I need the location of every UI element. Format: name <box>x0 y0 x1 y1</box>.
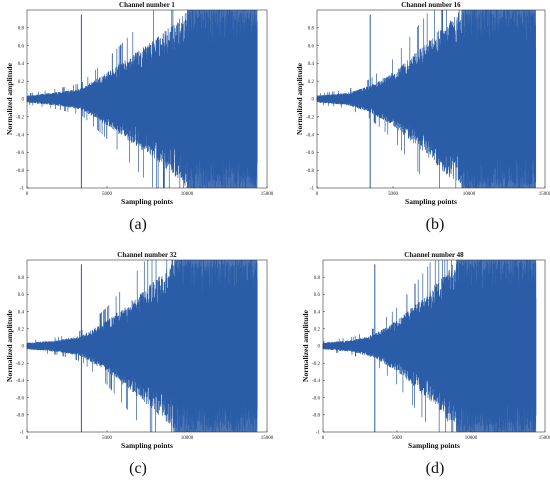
y-tick-label: 0.2 <box>308 80 315 85</box>
y-tick-label: -0.6 <box>312 396 320 401</box>
x-tick-label: 5000 <box>102 192 113 197</box>
caption-b: (b) <box>425 216 445 233</box>
saturation-region <box>461 10 536 188</box>
x-tick-label: 0 <box>316 192 319 197</box>
y-tick-label: -0.2 <box>306 116 314 121</box>
x-axis-label: Sampling points <box>408 441 460 450</box>
y-tick-label: 0.8 <box>18 276 25 281</box>
x-axis-label: Sampling points <box>121 197 173 206</box>
x-axis-label: Sampling points <box>405 197 457 206</box>
y-tick-label: 0.8 <box>308 27 315 32</box>
x-axis-label: Sampling points <box>121 441 173 450</box>
y-tick-label: -0.8 <box>16 414 24 419</box>
x-tick-label: 0 <box>26 436 29 441</box>
y-tick-label: -0.4 <box>306 133 314 138</box>
y-tick-label: -1 <box>20 431 25 436</box>
y-tick-label: 0.4 <box>18 310 25 315</box>
y-tick-label: -0.6 <box>16 151 24 156</box>
y-tick-label: -1 <box>20 187 25 192</box>
chart-title: Channel number 1 <box>119 1 175 9</box>
chart-channel-16: Channel number 16 0 5000 10000 15000 -1 -0.8 -0… <box>295 1 550 206</box>
chart-channel-32: Channel number 32 0 5000 10000 15000 -1 -0.8 -0… <box>5 251 274 450</box>
y-tick-label: -0.4 <box>16 133 24 138</box>
y-tick-label: 0 <box>318 345 321 350</box>
x-tick-label: 10000 <box>463 192 476 197</box>
saturation-region <box>187 10 258 188</box>
y-axis-label: Normalized amplitude <box>295 62 304 135</box>
x-tick-label: 15000 <box>539 192 550 197</box>
x-tick-label: 5000 <box>392 436 403 441</box>
y-tick-label: -1 <box>316 431 321 436</box>
y-tick-label: -0.2 <box>16 116 24 121</box>
y-tick-label: -1 <box>310 187 315 192</box>
y-tick-label: 0.6 <box>18 293 25 298</box>
y-axis-label: Normalized amplitude <box>5 309 14 382</box>
chart-title: Channel number 16 <box>401 1 461 9</box>
y-tick-label: 0.4 <box>308 62 315 67</box>
x-tick-label: 10000 <box>465 436 478 441</box>
chart-title: Channel number 32 <box>117 251 177 259</box>
caption-d: (d) <box>425 460 445 477</box>
x-tick-label: 0 <box>26 192 29 197</box>
x-tick-label: 5000 <box>388 192 399 197</box>
x-tick-label: 10000 <box>181 192 194 197</box>
caption-a: (a) <box>129 216 147 233</box>
caption-c: (c) <box>129 460 147 477</box>
x-tick-label: 0 <box>322 436 325 441</box>
saturation-region <box>174 260 258 432</box>
y-tick-label: -0.6 <box>306 151 314 156</box>
chart-title: Channel number 48 <box>404 251 464 259</box>
y-tick-label: -0.6 <box>16 396 24 401</box>
y-tick-label: 0.4 <box>314 310 321 315</box>
y-tick-label: 0.2 <box>314 328 321 333</box>
y-tick-label: -0.8 <box>312 414 320 419</box>
y-tick-label: -0.4 <box>16 379 24 384</box>
y-tick-label: 0 <box>22 98 25 103</box>
chart-channel-48: Channel number 48 0 5000 10000 15000 -1 -0.8 -0… <box>301 251 550 450</box>
y-tick-label: 0.2 <box>18 80 25 85</box>
x-tick-label: 15000 <box>261 436 274 441</box>
x-tick-label: 10000 <box>181 436 194 441</box>
chart-channel-1: Channel number 1 0 5000 10000 15000 -1 -0.8 -0.… <box>5 1 274 206</box>
y-tick-label: 0.8 <box>18 27 25 32</box>
saturation-region <box>456 260 537 432</box>
y-tick-label: 0.6 <box>314 293 321 298</box>
panel-c: Channel number 32 0 5000 10000 15000 -1 -0.8 -0… <box>0 244 275 454</box>
panel-a: Channel number 1 0 5000 10000 15000 -1 -0.8 -0.… <box>0 0 275 210</box>
panel-b: Channel number 16 0 5000 10000 15000 -1 -0.8 -0… <box>290 0 550 210</box>
y-tick-label: -0.8 <box>306 169 314 174</box>
y-tick-label: 0.6 <box>308 44 315 49</box>
y-tick-label: -0.4 <box>312 379 320 384</box>
y-tick-label: 0.4 <box>18 62 25 67</box>
y-tick-label: -0.2 <box>312 362 320 367</box>
y-tick-label: 0 <box>312 98 315 103</box>
x-tick-label: 5000 <box>102 436 113 441</box>
y-axis-label: Normalized amplitude <box>5 62 14 135</box>
y-axis-label: Normalized amplitude <box>301 309 310 382</box>
panel-d: Channel number 48 0 5000 10000 15000 -1 -0.8 -0… <box>290 244 550 454</box>
y-tick-label: -0.2 <box>16 362 24 367</box>
y-tick-label: 0.2 <box>18 328 25 333</box>
x-tick-label: 15000 <box>261 192 274 197</box>
x-tick-label: 15000 <box>539 436 550 441</box>
y-tick-label: -0.8 <box>16 169 24 174</box>
y-tick-label: 0.8 <box>314 276 321 281</box>
y-tick-label: 0 <box>22 345 25 350</box>
y-tick-label: 0.6 <box>18 44 25 49</box>
